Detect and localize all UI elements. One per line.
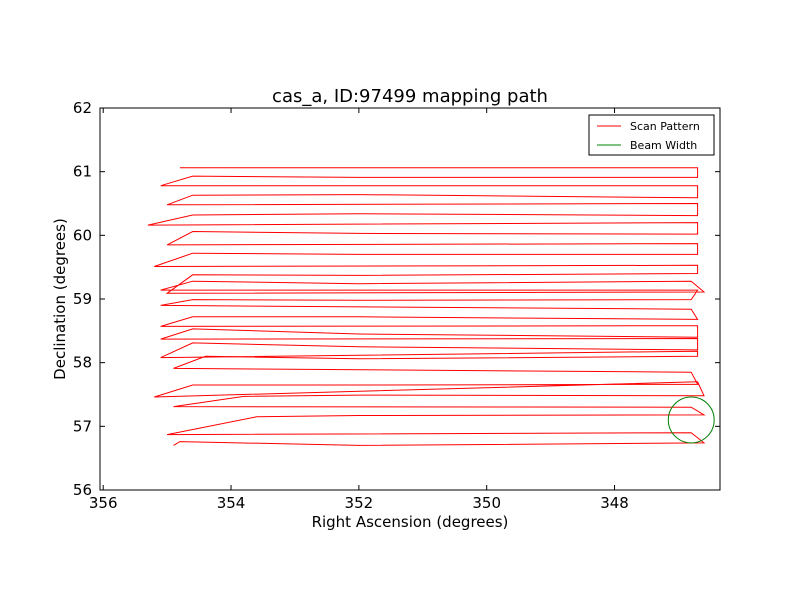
x-tick-label: 350 <box>472 494 501 512</box>
legend-label-beam-width: Beam Width <box>630 139 697 152</box>
beam-layer <box>667 396 715 444</box>
series-layer <box>147 167 706 446</box>
legend: Scan Pattern Beam Width <box>588 114 715 156</box>
y-tick-label: 61 <box>73 163 92 181</box>
y-tick-label: 60 <box>73 226 92 244</box>
x-tick-label: 356 <box>89 494 118 512</box>
y-tick-label: 57 <box>73 417 92 435</box>
legend-label-scan-pattern: Scan Pattern <box>630 120 700 133</box>
x-axis-label: Right Ascension (degrees) <box>312 513 509 531</box>
scan-pattern-line <box>147 167 706 446</box>
chart-title: cas_a, ID:97499 mapping path <box>272 86 548 107</box>
beam-width-circle <box>667 396 715 444</box>
axes-frame <box>99 107 721 491</box>
plot-area: 356 354 352 350 348 56 57 58 59 60 61 62 <box>73 99 721 512</box>
legend-box <box>588 114 715 156</box>
y-tick-label: 58 <box>73 354 92 372</box>
y-axis-label: Declination (degrees) <box>51 218 69 380</box>
x-tick-label: 354 <box>217 494 246 512</box>
x-axis: 356 354 352 350 348 <box>89 108 629 512</box>
y-tick-label: 59 <box>73 290 92 308</box>
y-tick-label: 56 <box>73 481 92 499</box>
y-axis: 56 57 58 59 60 61 62 <box>73 99 720 499</box>
x-tick-label: 348 <box>600 494 629 512</box>
y-tick-label: 62 <box>73 99 92 117</box>
x-tick-label: 352 <box>345 494 374 512</box>
